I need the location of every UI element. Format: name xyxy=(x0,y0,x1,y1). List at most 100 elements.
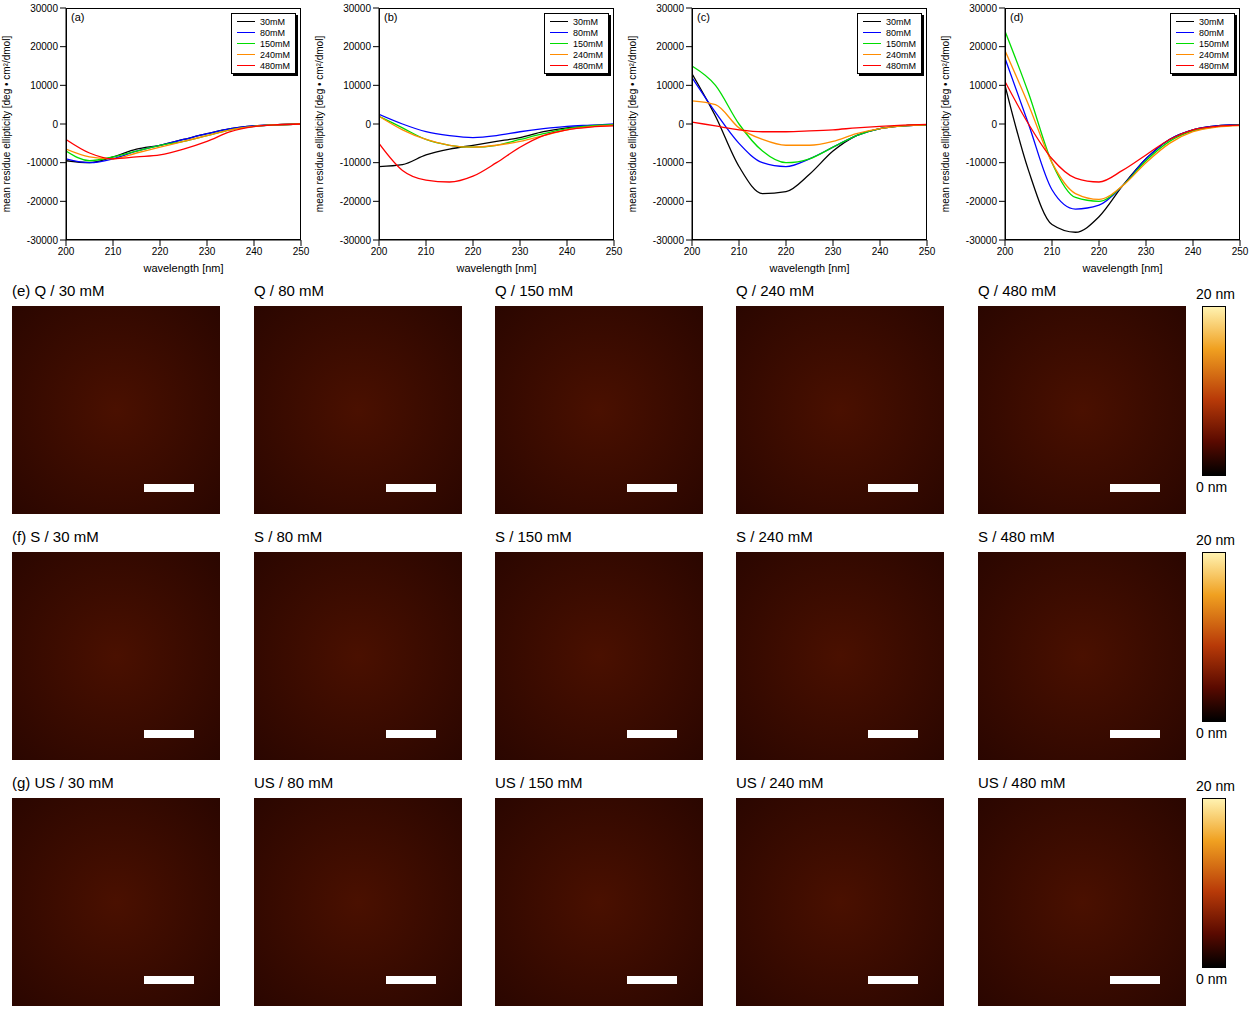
html-text:(g) US / 30 mM: (g) US / 30 mM xyxy=(12,774,114,791)
html-text:Q / 240 mM: Q / 240 mM xyxy=(736,282,815,299)
svg-text:30000: 30000 xyxy=(969,3,997,14)
svg-text:210: 210 xyxy=(105,246,122,257)
html-text:20 nm: 20 nm xyxy=(1196,778,1235,794)
svg-text:240: 240 xyxy=(246,246,263,257)
svg-text:-20000: -20000 xyxy=(27,196,59,207)
html-text:(d): (d) xyxy=(1010,11,1024,23)
svg-text:20000: 20000 xyxy=(30,41,58,52)
svg-text:0: 0 xyxy=(52,119,58,130)
html-text:30mM: 30mM xyxy=(573,16,598,27)
svg-text:-20000: -20000 xyxy=(653,196,685,207)
svg-text:-10000: -10000 xyxy=(653,157,685,168)
svg-text:230: 230 xyxy=(1138,246,1155,257)
svg-text:-30000: -30000 xyxy=(966,235,998,246)
svg-text:230: 230 xyxy=(825,246,842,257)
svg-text:20000: 20000 xyxy=(343,41,371,52)
html-text:80mM: 80mM xyxy=(886,27,911,38)
svg-text:30000: 30000 xyxy=(656,3,684,14)
svg-text:0: 0 xyxy=(678,119,684,130)
html-text:480mM: 480mM xyxy=(260,60,290,71)
svg-text:-10000: -10000 xyxy=(340,157,372,168)
svg-text:250: 250 xyxy=(293,246,310,257)
svg-text:240: 240 xyxy=(1185,246,1202,257)
svg-text:-10000: -10000 xyxy=(27,157,59,168)
svg-text:20000: 20000 xyxy=(969,41,997,52)
svg-text:220: 220 xyxy=(465,246,482,257)
html-text:150mM: 150mM xyxy=(260,38,290,49)
svg-text:230: 230 xyxy=(512,246,529,257)
html-text:(f) S / 30 mM: (f) S / 30 mM xyxy=(12,528,99,545)
html-text:S / 480 mM: S / 480 mM xyxy=(978,528,1055,545)
html-text:480mM: 480mM xyxy=(886,60,916,71)
svg-text:-30000: -30000 xyxy=(27,235,59,246)
svg-text:210: 210 xyxy=(731,246,748,257)
svg-text:30000: 30000 xyxy=(30,3,58,14)
svg-text:220: 220 xyxy=(1091,246,1108,257)
html-text:US / 80 mM: US / 80 mM xyxy=(254,774,334,791)
html-text:(b): (b) xyxy=(384,11,398,23)
svg-text:250: 250 xyxy=(606,246,623,257)
html-text:20 nm: 20 nm xyxy=(1196,286,1235,302)
svg-text:mean residue ellipticity [deg: mean residue ellipticity [deg • cm²/dmol… xyxy=(1,36,12,213)
html-text:240mM: 240mM xyxy=(886,49,916,60)
html-text:30mM: 30mM xyxy=(260,16,285,27)
svg-text:10000: 10000 xyxy=(30,80,58,91)
html-text:0 nm: 0 nm xyxy=(1196,725,1228,741)
svg-text:210: 210 xyxy=(418,246,435,257)
svg-text:220: 220 xyxy=(778,246,795,257)
svg-text:230: 230 xyxy=(199,246,216,257)
html-text:(e) Q / 30 mM: (e) Q / 30 mM xyxy=(12,282,105,299)
svg-text:210: 210 xyxy=(1044,246,1061,257)
svg-text:10000: 10000 xyxy=(656,80,684,91)
svg-text:250: 250 xyxy=(919,246,936,257)
svg-text:0: 0 xyxy=(991,119,997,130)
html-text:(c): (c) xyxy=(697,11,710,23)
svg-text:200: 200 xyxy=(997,246,1014,257)
html-text:Q / 150 mM: Q / 150 mM xyxy=(495,282,574,299)
html-text:240mM: 240mM xyxy=(260,49,290,60)
svg-text:0: 0 xyxy=(365,119,371,130)
svg-text:20000: 20000 xyxy=(656,41,684,52)
svg-text:200: 200 xyxy=(684,246,701,257)
svg-text:-10000: -10000 xyxy=(966,157,998,168)
svg-text:30000: 30000 xyxy=(343,3,371,14)
html-text:240mM: 240mM xyxy=(573,49,603,60)
svg-text:250: 250 xyxy=(1232,246,1249,257)
svg-text:mean residue ellipticity [deg: mean residue ellipticity [deg • cm²/dmol… xyxy=(940,36,951,213)
svg-text:-20000: -20000 xyxy=(340,196,372,207)
svg-text:wavelength [nm]: wavelength [nm] xyxy=(768,262,849,274)
html-text:0 nm: 0 nm xyxy=(1196,971,1228,987)
html-text:80mM: 80mM xyxy=(260,27,285,38)
html-text:30mM: 30mM xyxy=(886,16,911,27)
svg-text:200: 200 xyxy=(371,246,388,257)
html-text:80mM: 80mM xyxy=(573,27,598,38)
html-text:150mM: 150mM xyxy=(886,38,916,49)
html-text:20 nm: 20 nm xyxy=(1196,532,1235,548)
svg-text:220: 220 xyxy=(152,246,169,257)
svg-text:wavelength [nm]: wavelength [nm] xyxy=(455,262,536,274)
html-text:US / 480 mM: US / 480 mM xyxy=(978,774,1066,791)
html-text:US / 240 mM: US / 240 mM xyxy=(736,774,824,791)
html-text:(a): (a) xyxy=(71,11,85,23)
svg-text:-20000: -20000 xyxy=(966,196,998,207)
svg-text:10000: 10000 xyxy=(969,80,997,91)
svg-text:mean residue ellipticity [deg: mean residue ellipticity [deg • cm²/dmol… xyxy=(627,36,638,213)
html-text:S / 80 mM: S / 80 mM xyxy=(254,528,323,545)
html-text:S / 150 mM: S / 150 mM xyxy=(495,528,572,545)
svg-text:240: 240 xyxy=(559,246,576,257)
svg-text:10000: 10000 xyxy=(343,80,371,91)
html-text:0 nm: 0 nm xyxy=(1196,479,1228,495)
html-text:US / 150 mM: US / 150 mM xyxy=(495,774,583,791)
svg-text:-30000: -30000 xyxy=(340,235,372,246)
html-text:Q / 480 mM: Q / 480 mM xyxy=(978,282,1057,299)
svg-text:wavelength [nm]: wavelength [nm] xyxy=(1081,262,1162,274)
svg-text:wavelength [nm]: wavelength [nm] xyxy=(142,262,223,274)
html-text:480mM: 480mM xyxy=(573,60,603,71)
html-text:S / 240 mM: S / 240 mM xyxy=(736,528,813,545)
svg-text:mean residue ellipticity [deg: mean residue ellipticity [deg • cm²/dmol… xyxy=(314,36,325,213)
svg-text:-30000: -30000 xyxy=(653,235,685,246)
html-text:Q / 80 mM: Q / 80 mM xyxy=(254,282,324,299)
svg-text:200: 200 xyxy=(58,246,75,257)
svg-text:240: 240 xyxy=(872,246,889,257)
html-text:150mM: 150mM xyxy=(573,38,603,49)
